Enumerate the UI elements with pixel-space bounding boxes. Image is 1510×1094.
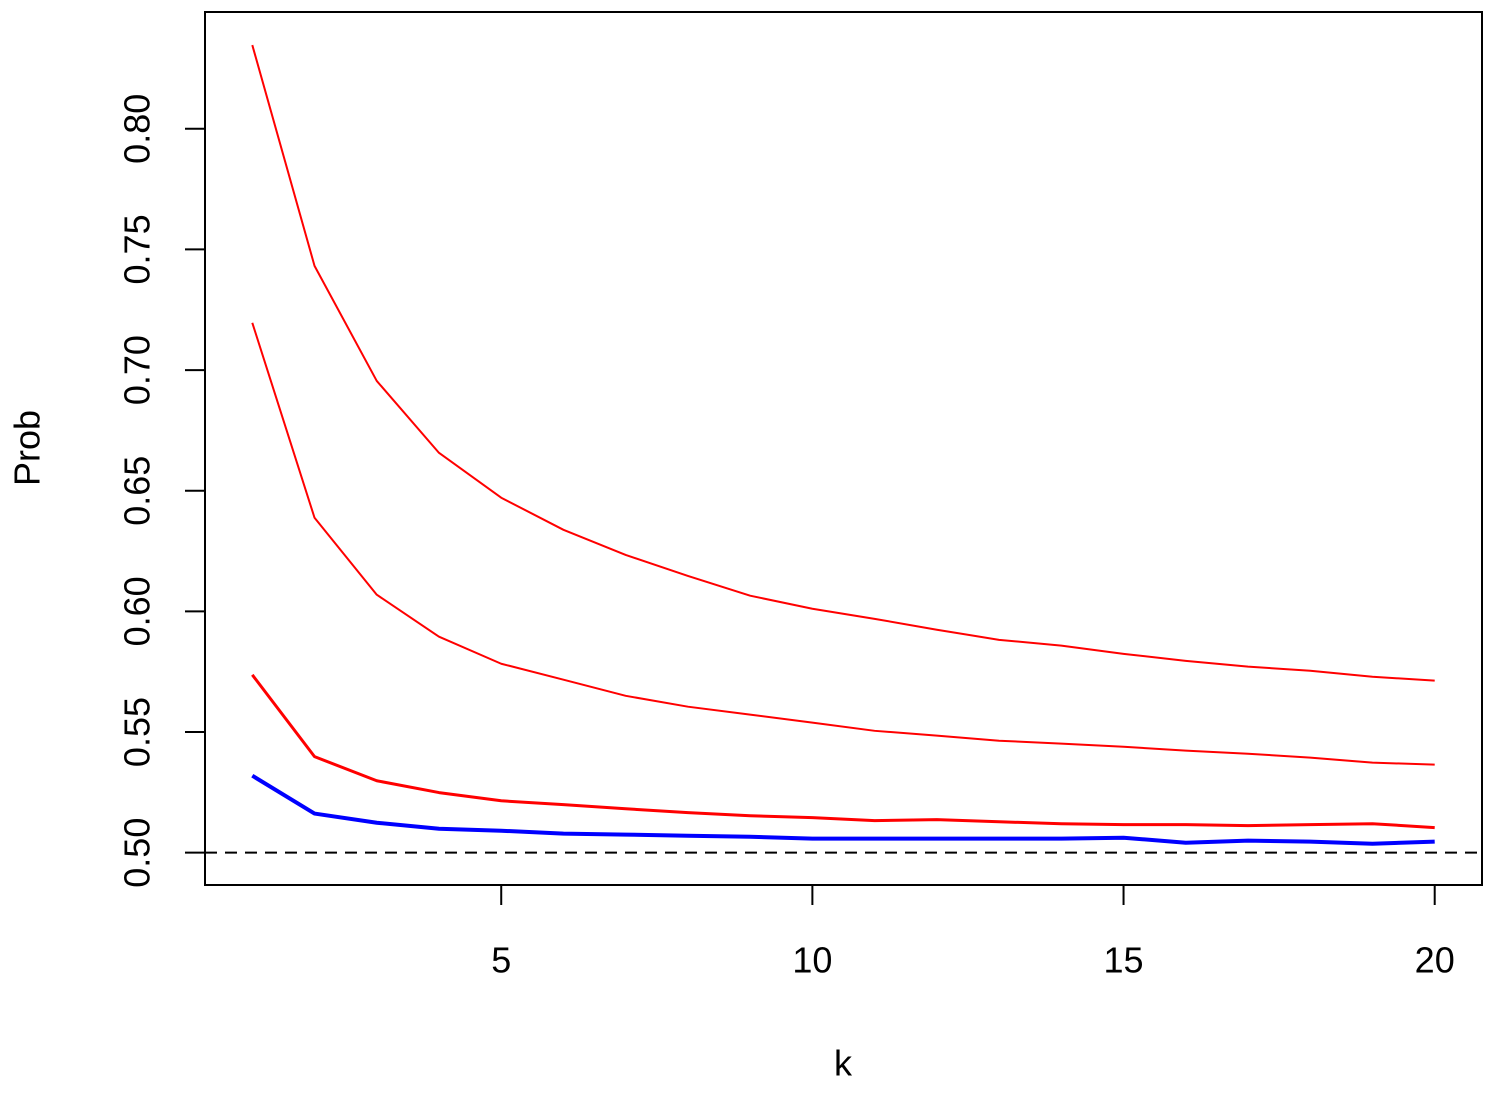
series-line: [251, 673, 1435, 830]
y-tick-label: 0.50: [117, 818, 158, 888]
y-tick-label: 0.65: [117, 456, 158, 526]
x-tick-label: 15: [1104, 940, 1144, 981]
y-axis-label: Prob: [7, 410, 48, 486]
plot-frame: [204, 11, 1483, 886]
x-tick-label: 20: [1415, 940, 1455, 981]
x-tick-label: 10: [792, 940, 832, 981]
series-line: [251, 44, 1435, 682]
series-line: [251, 322, 1435, 766]
y-tick-label: 0.60: [117, 576, 158, 646]
series-line: [251, 773, 1435, 846]
y-tick-label: 0.80: [117, 94, 158, 164]
y-tick-label: 0.75: [117, 214, 158, 284]
y-tick-label: 0.55: [117, 697, 158, 767]
x-axis-label: k: [834, 1043, 853, 1084]
y-tick-label: 0.70: [117, 335, 158, 405]
x-tick-label: 5: [491, 940, 511, 981]
